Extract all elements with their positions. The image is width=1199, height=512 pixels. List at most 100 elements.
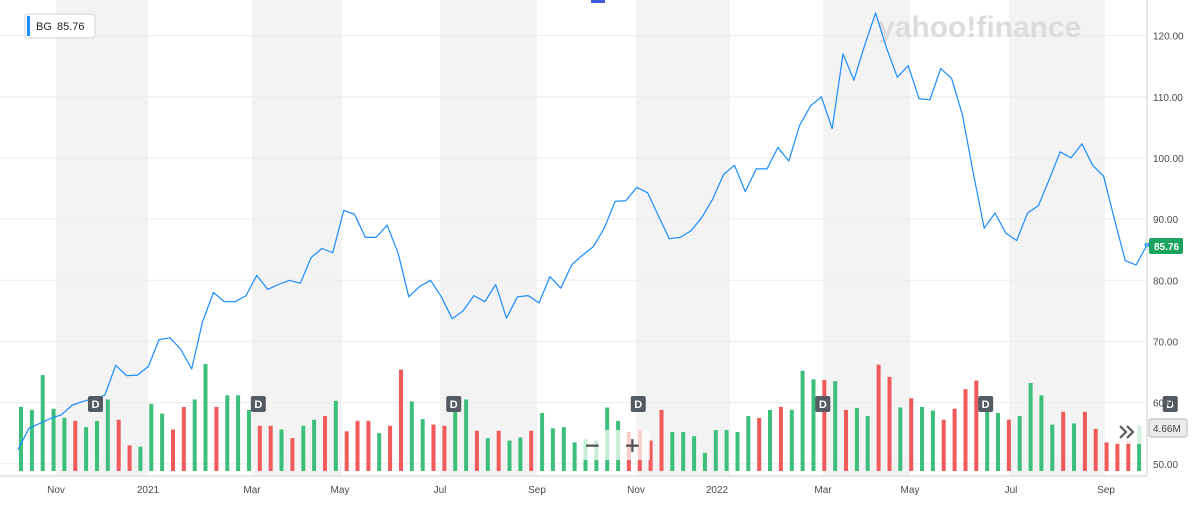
dividend-marker-label: D [254, 399, 262, 411]
month-band [823, 0, 910, 476]
month-band [1009, 0, 1105, 476]
volume-bar [1115, 442, 1120, 471]
y-tick-label: 110.00 [1153, 93, 1183, 104]
volume-bar [138, 446, 143, 471]
volume-bar [203, 364, 208, 471]
volume-bar [887, 376, 892, 471]
x-tick-label: Sep [1097, 485, 1115, 496]
dividend-marker[interactable]: D [978, 396, 994, 412]
x-axis: Nov 2021 Mar May Jul Sep Nov 2022 Mar May Jul Sep [0, 475, 1147, 496]
x-tick-label: Nov [47, 485, 65, 496]
volume-bar [1017, 416, 1022, 471]
volume-bar [73, 420, 78, 471]
volume-bar [550, 428, 555, 471]
dividend-markers[interactable]: DDDDDDDD [87, 396, 1199, 412]
volume-bar [1039, 395, 1044, 471]
volume-bar [1072, 423, 1076, 471]
volume-bar [171, 429, 175, 471]
zoom-controls[interactable]: − + [578, 430, 650, 460]
volume-bar [909, 398, 914, 471]
volume-bar [963, 389, 968, 471]
volume-badge: 4.66M [1148, 418, 1188, 438]
volume-bar [1104, 442, 1109, 471]
x-tick-label: Sep [528, 485, 546, 496]
volume-bar [236, 395, 241, 471]
x-tick-label: Jul [434, 485, 447, 496]
volume-bar [323, 416, 327, 471]
volume-bar [713, 430, 718, 471]
volume-bar [1028, 383, 1033, 471]
ticker-price: 85.76 [57, 21, 85, 33]
volume-bar [257, 425, 262, 471]
volume-bar [529, 430, 534, 471]
volume-bar [279, 429, 284, 471]
price-series [17, 12, 1150, 450]
dividend-marker[interactable]: D [630, 396, 646, 412]
volume-bar [116, 419, 121, 471]
top-scroll-indicator[interactable] [591, 0, 605, 3]
dividend-marker[interactable]: D [250, 396, 266, 412]
dividend-marker[interactable]: D [87, 396, 103, 412]
month-bands [56, 0, 1105, 476]
ticker-label[interactable]: BG 85.76 [24, 13, 96, 39]
zoom-in-button[interactable]: + [624, 433, 641, 457]
volume-bar [40, 375, 45, 471]
x-tick-label: Jul [1005, 485, 1018, 496]
dividend-marker[interactable]: D [815, 396, 831, 412]
more-button[interactable] [1111, 420, 1141, 444]
double-chevron-right-icon [1119, 425, 1135, 439]
x-tick-label: Nov [627, 485, 645, 496]
volume-bar [746, 416, 751, 471]
volume-bar [1050, 424, 1055, 471]
volume-bar [62, 417, 67, 471]
volume-bar [822, 380, 827, 471]
volume-bar [29, 409, 34, 471]
volume-bar [192, 399, 197, 471]
volume-bar [1126, 441, 1131, 471]
volume-bar [51, 408, 56, 471]
volume-bar [692, 436, 697, 471]
volume-bar [996, 413, 1000, 471]
volume-bar [388, 425, 393, 471]
y-tick-label: 60.00 [1153, 399, 1178, 410]
volume-bar [453, 408, 458, 471]
volume-bar [399, 369, 403, 471]
volume-bar [681, 432, 686, 471]
volume-bar [366, 420, 371, 471]
y-tick-label: 70.00 [1153, 337, 1178, 348]
volume-bar [84, 427, 89, 471]
volume-bar [268, 425, 273, 471]
month-band [636, 0, 730, 476]
volume-bar [518, 437, 523, 471]
volume-bar [181, 406, 186, 471]
volume-bar [431, 424, 436, 471]
current-price-badge: 85.76 [1149, 238, 1183, 254]
volume-bar [876, 364, 881, 471]
volume-bar [757, 417, 762, 471]
volume-bar [464, 399, 469, 471]
volume-bar [160, 413, 165, 471]
volume-bar [952, 408, 957, 471]
current-price-badge-text: 85.76 [1154, 242, 1179, 253]
dividend-marker-label: D [634, 399, 642, 411]
volume-bar [670, 432, 675, 471]
volume-bar [19, 406, 23, 471]
dividend-marker[interactable]: D [1162, 396, 1178, 412]
volume-bar [290, 438, 295, 471]
volume-bar [735, 432, 740, 471]
zoom-out-button[interactable]: − [584, 433, 601, 457]
volume-bar [659, 409, 664, 471]
yahoo-finance-watermark: yahoo!finance [878, 11, 1081, 44]
dividend-marker[interactable]: D [446, 396, 462, 412]
volume-bar [833, 381, 838, 471]
volume-bar [301, 425, 306, 471]
dividend-marker-label: D [92, 399, 100, 411]
y-tick-label: 100.00 [1153, 154, 1184, 165]
volume-bar [355, 420, 360, 471]
volume-bar [149, 403, 154, 471]
x-tick-label: Mar [243, 485, 261, 496]
y-tick-label: 90.00 [1153, 215, 1178, 226]
volume-bar [898, 407, 903, 471]
volume-bar [333, 400, 338, 471]
